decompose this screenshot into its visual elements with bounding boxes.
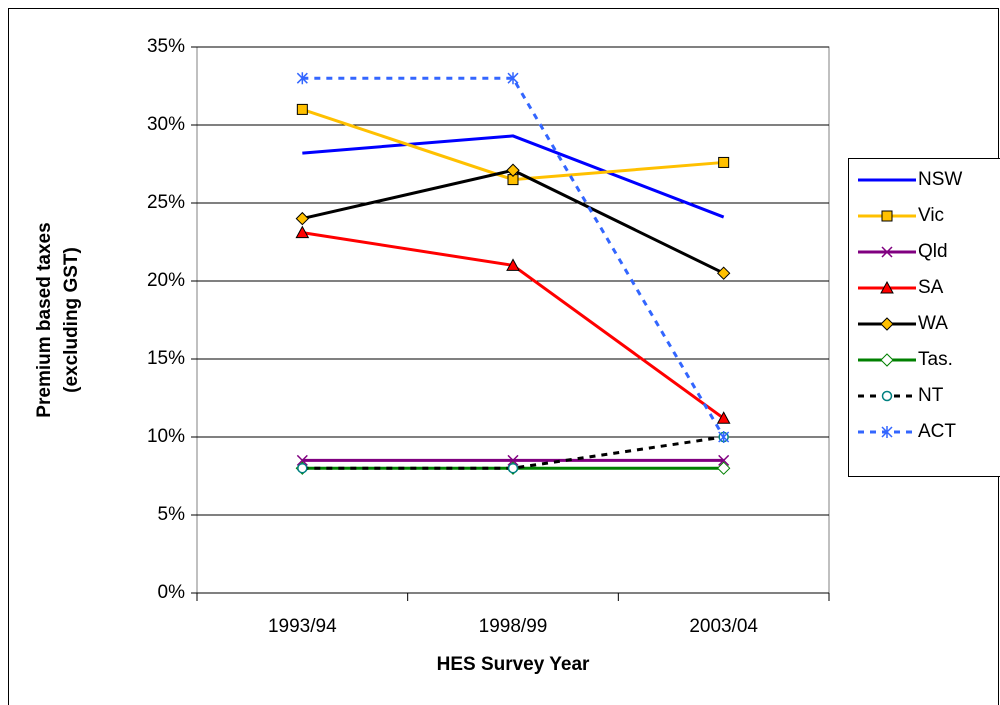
marker	[295, 225, 310, 239]
marker	[506, 163, 520, 177]
y-axis-label: Premium based taxes	[34, 222, 55, 417]
legend-marker	[881, 246, 893, 258]
marker	[295, 211, 310, 226]
legend-label: Qld	[918, 241, 948, 262]
marker	[718, 454, 730, 466]
y-tick-label: 20%	[147, 270, 185, 291]
legend-marker	[880, 280, 894, 294]
legend-marker	[881, 426, 893, 438]
legend-label: ACT	[918, 421, 956, 442]
legend-label: NSW	[918, 169, 962, 190]
marker	[718, 156, 730, 168]
legend-marker	[880, 317, 894, 331]
legend-label: NT	[918, 385, 944, 406]
series-line	[302, 435, 724, 470]
plot-area	[196, 46, 830, 594]
x-tick-label: 1993/94	[268, 616, 337, 637]
marker	[507, 72, 519, 85]
marker	[718, 431, 730, 443]
series-line	[302, 134, 725, 219]
x-tick-label: 1998/99	[479, 616, 548, 637]
marker	[716, 461, 731, 475]
y-tick-label: 15%	[147, 348, 185, 369]
marker	[507, 454, 519, 466]
marker	[296, 72, 308, 85]
y-tick-label: 35%	[147, 36, 185, 57]
legend-label: SA	[918, 277, 944, 298]
marker	[716, 411, 731, 424]
y-tick-label: 5%	[158, 504, 186, 525]
legend-label: Tas.	[918, 349, 953, 370]
legend-marker	[881, 210, 893, 222]
marker	[297, 462, 308, 474]
legend-label: Vic	[918, 205, 944, 226]
y-tick-label: 30%	[147, 114, 185, 135]
marker	[506, 258, 520, 271]
x-axis-label: HES Survey Year	[437, 654, 590, 675]
marker	[296, 103, 308, 115]
marker	[296, 454, 308, 466]
x-tick-label: 2003/04	[689, 616, 758, 637]
legend	[848, 158, 1000, 477]
y-tick-label: 0%	[158, 582, 186, 603]
y-tick-label: 10%	[147, 426, 185, 447]
legend-marker	[881, 390, 893, 402]
y-tick-label: 25%	[147, 192, 185, 213]
legend-label: WA	[918, 313, 948, 334]
marker	[716, 266, 731, 280]
marker	[507, 462, 519, 474]
y-axis-label: (excluding GST)	[61, 247, 82, 393]
legend-marker	[880, 353, 894, 367]
